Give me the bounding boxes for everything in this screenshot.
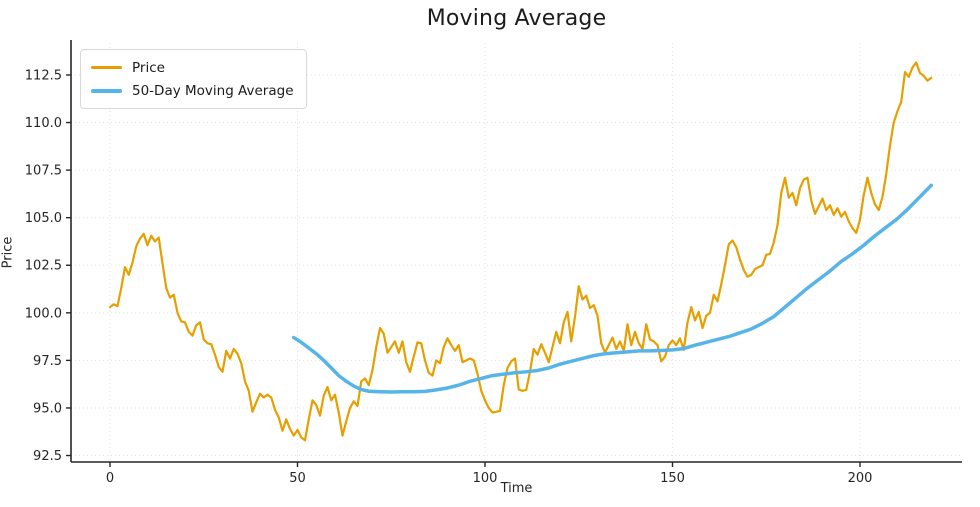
x-tick-label: 150 bbox=[660, 471, 685, 486]
x-tick-label: 100 bbox=[473, 471, 498, 486]
y-tick-label: 110.0 bbox=[25, 116, 62, 131]
legend-item-price: Price bbox=[91, 56, 294, 79]
legend-label-moving-average: 50-Day Moving Average bbox=[132, 82, 294, 99]
y-axis-label: Price bbox=[0, 236, 16, 269]
legend: Price 50-Day Moving Average bbox=[80, 49, 307, 109]
moving-average-line bbox=[292, 183, 933, 394]
x-tick-label: 0 bbox=[106, 471, 114, 486]
y-tick-label: 102.5 bbox=[25, 259, 62, 274]
y-tick-label: 107.5 bbox=[25, 164, 62, 179]
x-tick-label: 50 bbox=[289, 471, 306, 486]
y-tick-label: 95.0 bbox=[33, 401, 62, 416]
y-tick-label: 105.0 bbox=[25, 211, 62, 226]
price-line-swatch bbox=[91, 66, 122, 69]
y-tick-label: 92.5 bbox=[33, 449, 62, 464]
chart-title: Moving Average bbox=[426, 6, 607, 31]
y-tick-label: 112.5 bbox=[25, 68, 62, 83]
x-axis-label: Time bbox=[500, 481, 533, 496]
price-line bbox=[108, 61, 933, 442]
x-tick-label: 200 bbox=[848, 471, 873, 486]
moving-average-line-swatch bbox=[91, 88, 122, 93]
y-tick-label: 100.0 bbox=[25, 306, 62, 321]
legend-label-price: Price bbox=[132, 59, 165, 76]
y-tick-label: 97.5 bbox=[33, 354, 62, 369]
legend-item-moving-average: 50-Day Moving Average bbox=[91, 79, 294, 102]
